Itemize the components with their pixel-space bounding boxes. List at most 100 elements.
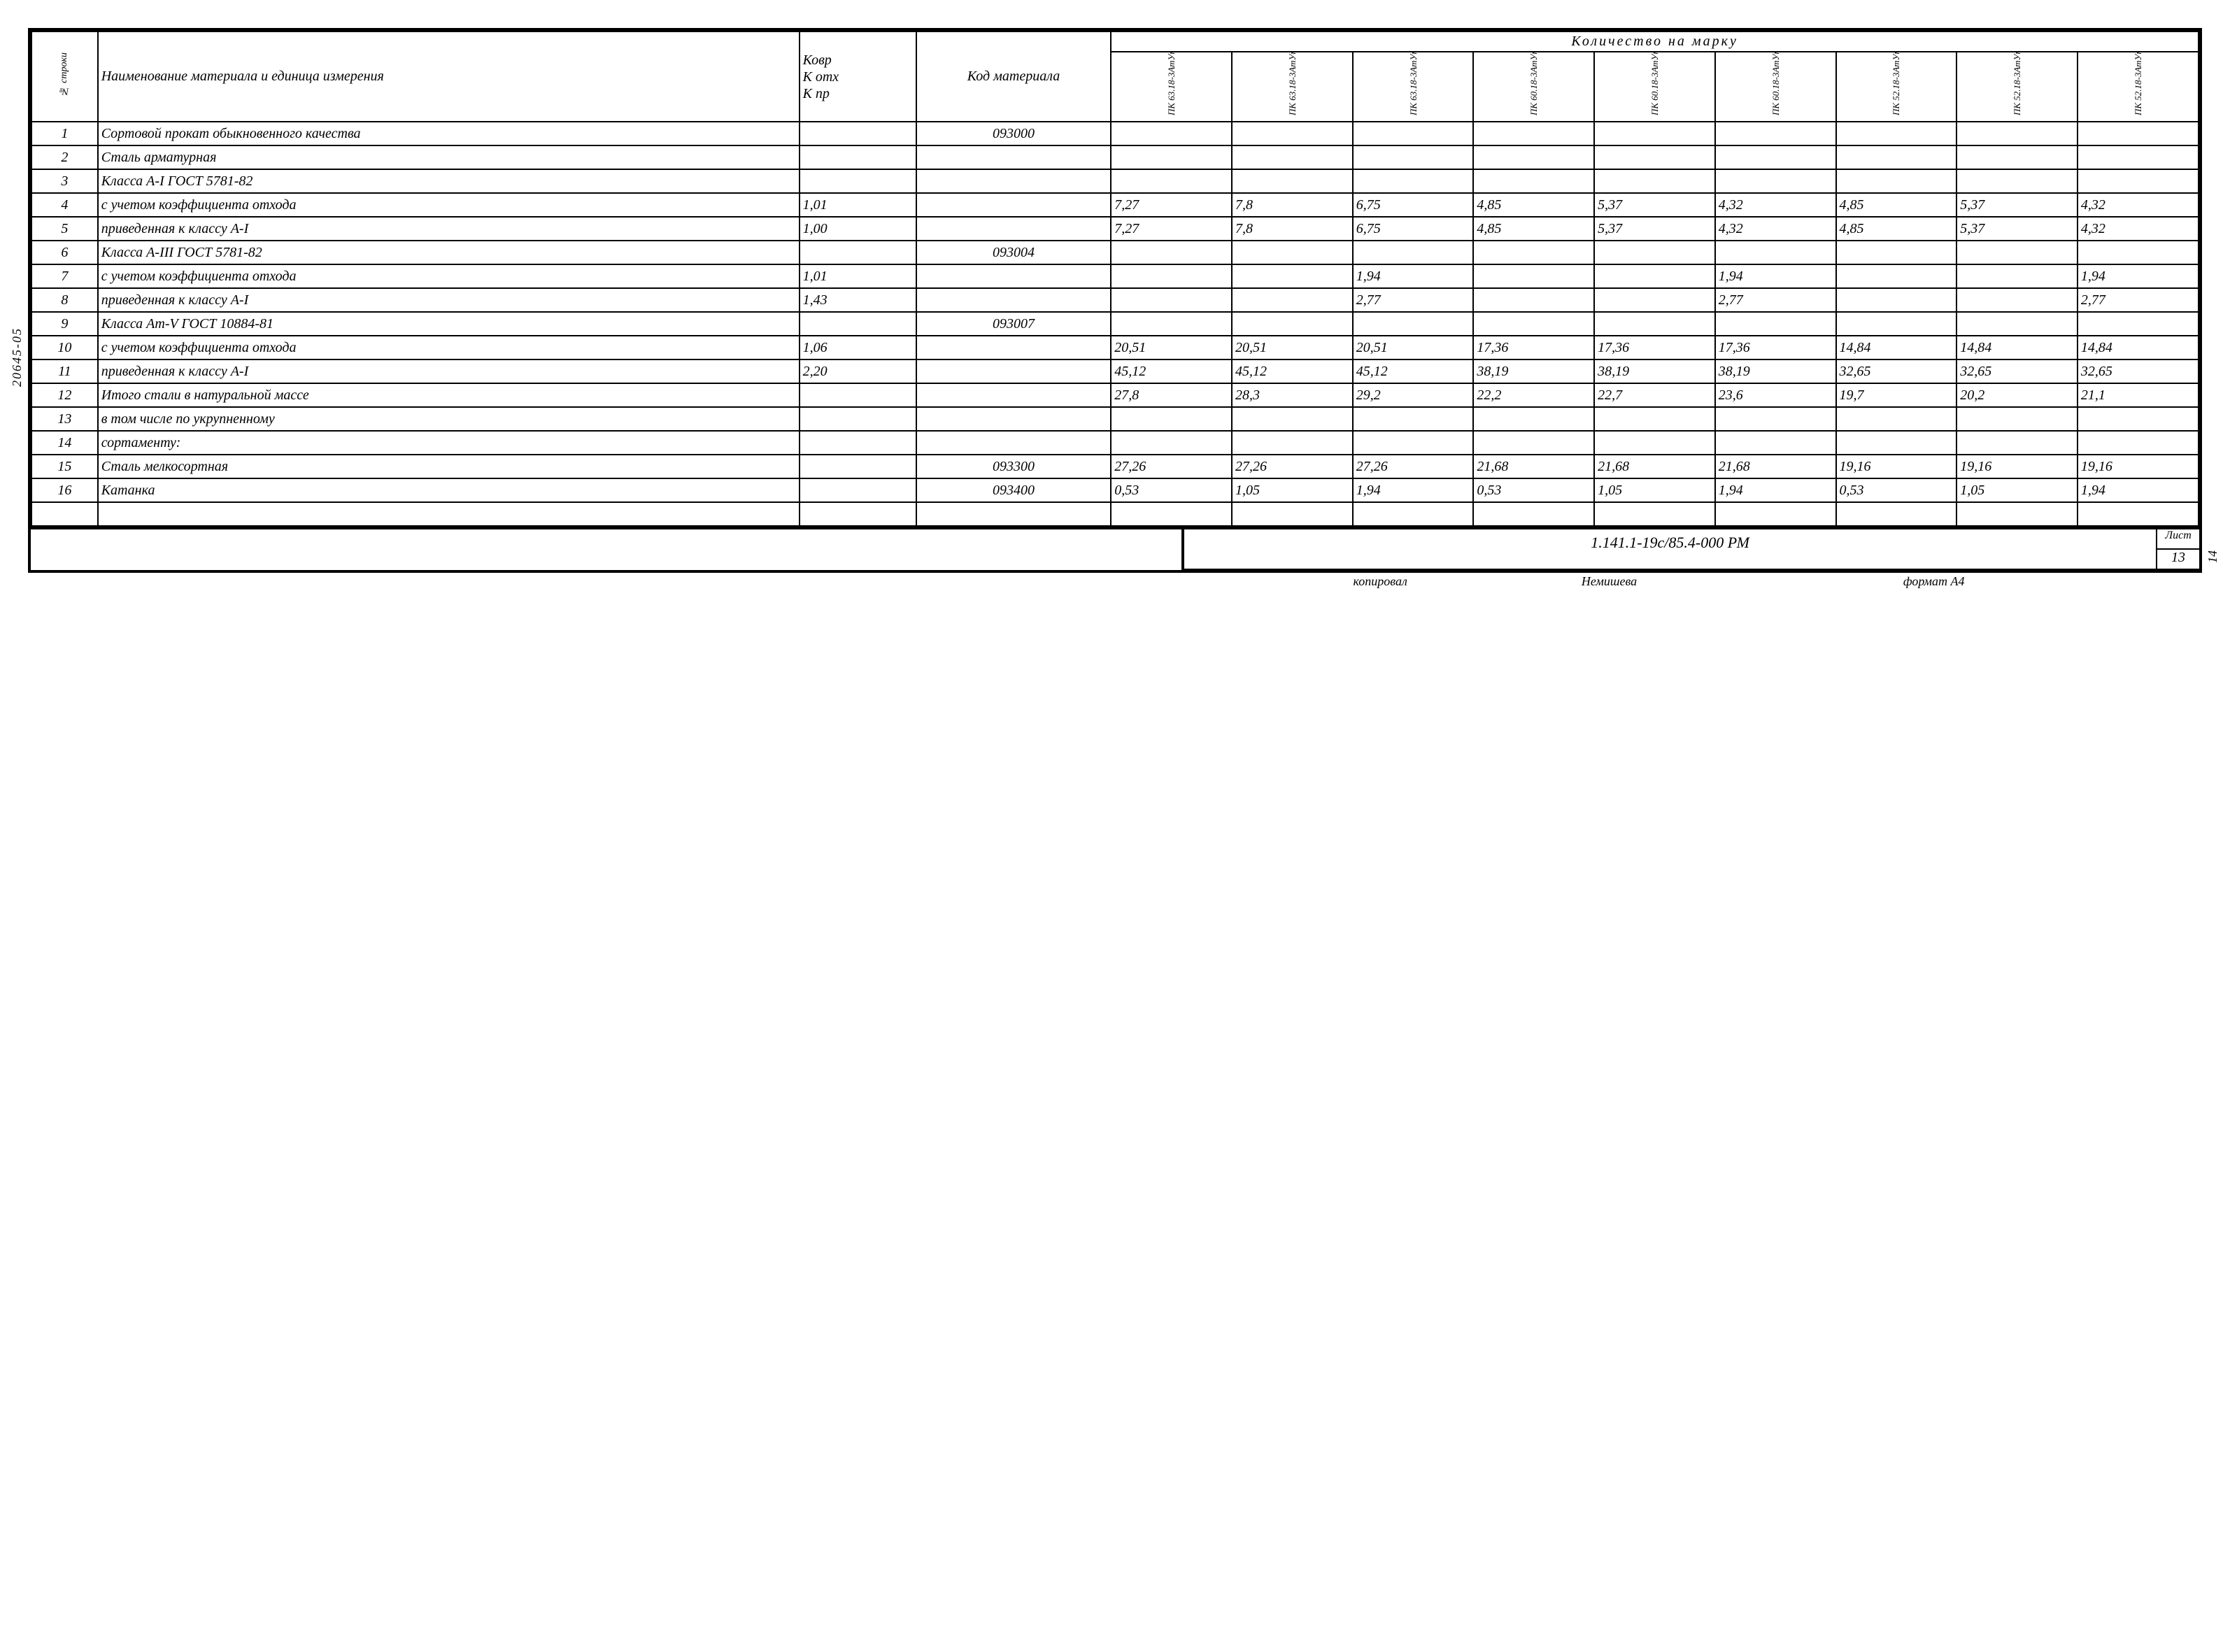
qty-cell (2078, 312, 2199, 336)
qty-cell (1111, 288, 1232, 312)
qty-cell (1473, 407, 1594, 431)
row-coef (800, 455, 916, 478)
row-name: приведенная к классу А-I (98, 288, 800, 312)
qty-cell (1232, 264, 1353, 288)
qty-cell: 6,75 (1353, 217, 1474, 241)
qty-cell (1594, 312, 1715, 336)
qty-cell (1836, 122, 1957, 145)
qty-cell (1473, 502, 1594, 526)
qty-cell (1473, 288, 1594, 312)
qty-cell: 27,26 (1111, 455, 1232, 478)
kopiroval-label: копировал (1184, 573, 1575, 590)
qty-cell (1111, 431, 1232, 455)
qty-cell (1111, 502, 1232, 526)
qty-col-4: ПК 60.18-3АтУт-с8 (1594, 52, 1715, 122)
qty-cell: 19,16 (1836, 455, 1957, 478)
table-row: 3Класса А-I ГОСТ 5781-82 (31, 169, 2199, 193)
row-code (916, 264, 1112, 288)
table-row: 15Сталь мелкосортная09330027,2627,2627,2… (31, 455, 2199, 478)
col-rownum-header: № строки (31, 31, 98, 122)
qty-cell (1836, 431, 1957, 455)
qty-cell: 38,19 (1594, 359, 1715, 383)
qty-cell (1111, 241, 1232, 264)
qty-cell: 19,16 (2078, 455, 2199, 478)
row-number: 11 (31, 359, 98, 383)
qty-cell (1473, 169, 1594, 193)
qty-cell (1473, 241, 1594, 264)
qty-cell: 1,94 (1715, 478, 1836, 502)
qty-cell (2078, 407, 2199, 431)
qty-cell (2078, 502, 2199, 526)
qty-cell: 21,1 (2078, 383, 2199, 407)
qty-col-6: ПК 52.18-3АтУт-с7 (1836, 52, 1957, 122)
qty-cell: 14,84 (2078, 336, 2199, 359)
row-number: 3 (31, 169, 98, 193)
qty-cell: 21,68 (1715, 455, 1836, 478)
qty-cell (1956, 169, 2078, 193)
qty-cell: 5,37 (1956, 217, 2078, 241)
row-name: с учетом коэффициента отхода (98, 193, 800, 217)
qty-cell: 27,26 (1353, 455, 1474, 478)
row-coef: 1,43 (800, 288, 916, 312)
qty-cell (1956, 288, 2078, 312)
row-code: 093007 (916, 312, 1112, 336)
row-name: Сталь арматурная (98, 145, 800, 169)
qty-cell (1473, 431, 1594, 455)
qty-cell (1956, 312, 2078, 336)
qty-cell (2078, 169, 2199, 193)
qty-cell: 1,94 (2078, 264, 2199, 288)
qty-col-7: ПК 52.18-3АтУт-с8 (1956, 52, 2078, 122)
qty-cell (1836, 312, 1957, 336)
qty-cell: 4,32 (1715, 217, 1836, 241)
qty-cell (1715, 312, 1836, 336)
qty-cell (1353, 122, 1474, 145)
qty-cell (1956, 264, 2078, 288)
qty-cell: 32,65 (1956, 359, 2078, 383)
qty-cell: 7,8 (1232, 217, 1353, 241)
qty-cell (1836, 241, 1957, 264)
row-code: 093300 (916, 455, 1112, 478)
row-code: 093000 (916, 122, 1112, 145)
row-code (916, 359, 1112, 383)
qty-cell: 20,2 (1956, 383, 2078, 407)
table-row: 7с учетом коэффициента отхода1,011,941,9… (31, 264, 2199, 288)
row-coef (800, 312, 916, 336)
qty-cell (1956, 431, 2078, 455)
qty-cell (1232, 169, 1353, 193)
qty-cell: 28,3 (1232, 383, 1353, 407)
qty-cell: 6,75 (1353, 193, 1474, 217)
row-number: 5 (31, 217, 98, 241)
col-code-header: Код материала (916, 31, 1112, 122)
qty-cell: 32,65 (2078, 359, 2199, 383)
row-coef (800, 145, 916, 169)
table-row: 16Катанка0934000,531,051,940,531,051,940… (31, 478, 2199, 502)
qty-cell (1594, 431, 1715, 455)
qty-cell (1836, 407, 1957, 431)
qty-cell (1232, 288, 1353, 312)
qty-col-8: ПК 52.18-3АтУт-с9 (2078, 52, 2199, 122)
col-coef-header: Ковр К отх К пр (800, 31, 916, 122)
qty-cell (1594, 264, 1715, 288)
row-number (31, 502, 98, 526)
row-name: Итого стали в натуральной массе (98, 383, 800, 407)
qty-cell (1111, 145, 1232, 169)
qty-cell (1353, 145, 1474, 169)
qty-cell: 23,6 (1715, 383, 1836, 407)
qty-cell: 19,7 (1836, 383, 1957, 407)
row-number: 8 (31, 288, 98, 312)
row-name: приведенная к классу А-I (98, 359, 800, 383)
table-row: 4с учетом коэффициента отхода1,017,277,8… (31, 193, 2199, 217)
qty-cell: 1,94 (1353, 478, 1474, 502)
table-row: 13в том числе по укрупненному (31, 407, 2199, 431)
qty-cell (1232, 241, 1353, 264)
row-number: 6 (31, 241, 98, 264)
qty-cell (1715, 145, 1836, 169)
table-row: 9Класса Ат-V ГОСТ 10884-81093007 (31, 312, 2199, 336)
qty-cell (1473, 145, 1594, 169)
qty-cell (1232, 502, 1353, 526)
qty-cell: 5,37 (1594, 193, 1715, 217)
qty-cell: 4,85 (1836, 193, 1957, 217)
qty-cell (1353, 431, 1474, 455)
qty-cell: 7,8 (1232, 193, 1353, 217)
kopiroval-name: Немишева (1576, 573, 1898, 590)
